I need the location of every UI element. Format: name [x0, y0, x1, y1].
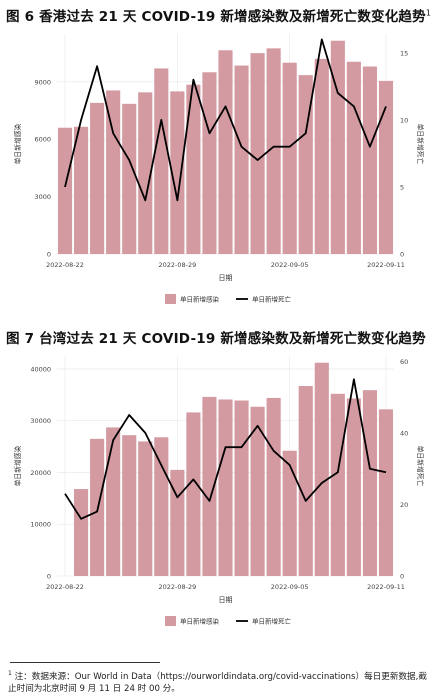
- bar: [298, 75, 313, 254]
- bar: [266, 397, 281, 576]
- bar: [282, 62, 297, 255]
- x-tick-label: 2022-08-29: [158, 583, 196, 591]
- x-tick-label: 2022-08-22: [46, 583, 84, 591]
- y-tick-label: 10000: [30, 521, 51, 529]
- y-tick-label: 40000: [30, 365, 51, 373]
- y-axis-label: 单日新增感染: [13, 123, 22, 164]
- footnote: 1 注：数据来源：Our World in Data（https://ourwo…: [8, 668, 433, 695]
- bar: [234, 400, 249, 576]
- y2-tick-label: 10: [400, 116, 408, 124]
- deaths-line: [64, 38, 387, 202]
- bar: [106, 427, 121, 576]
- y2-tick-label: 60: [400, 358, 408, 366]
- x-tick-label: 2022-09-05: [271, 261, 309, 269]
- y2-tick-label: 20: [400, 501, 408, 509]
- bar: [90, 438, 105, 576]
- y-tick-label: 9000: [34, 78, 51, 86]
- bar: [282, 450, 297, 576]
- bar: [234, 65, 249, 254]
- taiwan-chart: 0 10000 20000 30000 40000 0 20 40 60 2022-08-22 20…: [13, 356, 425, 626]
- x-tick-label: 2022-08-22: [46, 261, 84, 269]
- y2-tick-label: 0: [400, 251, 404, 259]
- figure-6-title: 图 6 香港过去 21 天 COVID-19 新增感染数及新增死亡数变化趋势1: [6, 5, 432, 26]
- x-tick-label: 2022-09-11: [367, 583, 405, 591]
- footnote-text: 注：数据来源：Our World in Data（https://ourworl…: [8, 671, 427, 694]
- bar: [122, 103, 137, 255]
- bar: [362, 66, 377, 254]
- bar: [106, 90, 121, 254]
- figure-7-label: 图 7: [6, 331, 35, 347]
- bar: [346, 398, 361, 576]
- y2-tick-label: 40: [400, 429, 408, 437]
- bar: [154, 437, 169, 576]
- bar: [170, 469, 185, 576]
- footnote-divider: [10, 662, 160, 663]
- y-tick-label: 0: [47, 251, 51, 259]
- y-tick-label: 6000: [34, 136, 51, 144]
- bar: [362, 390, 377, 576]
- bar: [90, 102, 105, 254]
- legend-swatch-infections: [165, 294, 176, 304]
- legend-label-infections: 单日新增感染: [180, 617, 220, 626]
- y-tick-label: 3000: [34, 193, 51, 201]
- x-tick-label: 2022-09-05: [271, 583, 309, 591]
- bar: [378, 80, 394, 254]
- legend-swatch-infections: [165, 616, 176, 626]
- bar: [218, 50, 233, 255]
- bar: [202, 396, 217, 576]
- legend-label-deaths: 单日新增死亡: [252, 295, 292, 304]
- figure-6-title-text: 香港过去 21 天 COVID-19 新增感染数及新增死亡数变化趋势: [39, 9, 426, 25]
- footnote-reference: 1: [425, 8, 432, 18]
- bar: [154, 68, 169, 254]
- y2-axis-label: 单日新增死亡: [416, 124, 425, 165]
- y-tick-label: 30000: [30, 417, 51, 425]
- bar: [218, 399, 233, 576]
- x-axis-label: 日期: [219, 596, 233, 604]
- bar: [74, 126, 89, 254]
- bar: [170, 91, 185, 255]
- bar: [266, 48, 281, 254]
- y-tick-label: 20000: [30, 469, 51, 477]
- x-axis-label: 日期: [219, 274, 233, 282]
- bar: [202, 72, 217, 254]
- y2-tick-label: 5: [400, 183, 404, 191]
- bar: [250, 406, 265, 576]
- bar: [74, 489, 89, 576]
- bar: [138, 441, 153, 576]
- y-axis-label: 单日新增感染: [13, 445, 22, 486]
- figure-7-title: 图 7 台湾过去 21 天 COVID-19 新增感染数及新增死亡数变化趋势: [6, 327, 426, 347]
- bar: [186, 412, 201, 576]
- bar: [314, 362, 329, 576]
- bar: [298, 386, 313, 576]
- bar: [186, 84, 201, 254]
- legend-label-deaths: 单日新增死亡: [252, 617, 292, 626]
- figure-6-label: 图 6: [6, 9, 35, 25]
- bar: [378, 409, 394, 576]
- y2-tick-label: 15: [400, 49, 408, 57]
- figure-7-title-text: 台湾过去 21 天 COVID-19 新增感染数及新增死亡数变化趋势: [39, 331, 426, 347]
- bar: [57, 127, 73, 254]
- legend-label-infections: 单日新增感染: [180, 295, 220, 304]
- bar: [346, 61, 361, 254]
- y2-axis-label: 单日新增死亡: [416, 446, 425, 487]
- footnote-marker: 1: [8, 670, 12, 677]
- bar: [250, 53, 265, 254]
- bar: [330, 393, 345, 576]
- bar: [138, 92, 153, 254]
- hong-kong-chart: 0 3000 6000 9000 0 5 10 15 2022-08-22 2022-08-29 2…: [13, 34, 425, 304]
- deaths-line: [64, 378, 387, 520]
- bar: [330, 40, 345, 255]
- x-tick-label: 2022-08-29: [158, 261, 196, 269]
- bar: [314, 58, 329, 254]
- y2-tick-label: 0: [400, 573, 404, 581]
- y-tick-label: 0: [47, 573, 51, 581]
- bar: [122, 435, 137, 576]
- x-tick-label: 2022-09-11: [367, 261, 405, 269]
